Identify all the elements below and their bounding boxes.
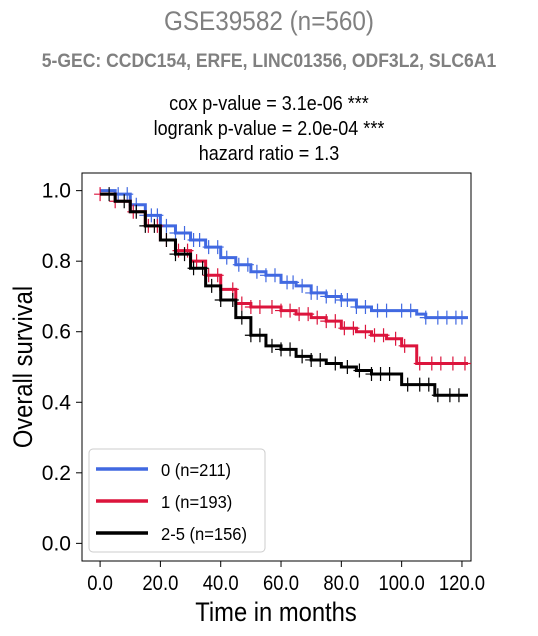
y-tick-label: 0.2	[42, 462, 71, 485]
x-axis: 0.0 20.0 40.0 60.0 80.0 100.0 120.0	[87, 561, 485, 595]
censor-mark	[220, 250, 233, 265]
censor-mark	[253, 328, 266, 343]
censor-mark	[458, 356, 471, 371]
censor-mark	[329, 356, 342, 371]
chart-title: GSE39582 (n=560)	[163, 6, 375, 36]
censor-mark	[178, 225, 191, 240]
censor-mark	[265, 338, 278, 353]
censor-mark	[211, 268, 224, 283]
legend: 0 (n=211) 1 (n=193) 2-5 (n=156)	[88, 448, 266, 553]
legend-label: 2-5 (n=156)	[161, 523, 247, 544]
censor-mark	[380, 303, 393, 318]
censor-mark	[359, 324, 372, 339]
censor-mark	[205, 278, 218, 293]
x-tick-label: 40.0	[203, 572, 239, 595]
censor-mark	[314, 352, 327, 367]
y-axis: 0.0 0.2 0.4 0.6 0.8 1.0	[42, 180, 82, 555]
censor-mark	[389, 331, 402, 346]
x-axis-label: Time in months	[195, 598, 356, 628]
x-tick-label: 60.0	[263, 572, 299, 595]
x-tick-label: 20.0	[142, 572, 178, 595]
series-line-0	[100, 189, 468, 320]
censor-mark	[446, 356, 459, 371]
legend-label: 0 (n=211)	[161, 459, 231, 480]
censor-mark	[284, 342, 297, 357]
censor-mark	[241, 257, 254, 272]
censor-mark	[452, 388, 465, 403]
censor-mark	[121, 187, 134, 202]
censor-mark	[419, 310, 432, 325]
censor-mark	[377, 328, 390, 343]
censor-mark	[413, 356, 426, 371]
y-tick-label: 0.0	[42, 532, 71, 555]
x-tick-label: 0.0	[87, 572, 113, 595]
censor-mark	[160, 233, 173, 248]
censor-mark	[434, 356, 447, 371]
censor-mark	[311, 285, 324, 300]
censor-mark	[148, 218, 161, 233]
censor-mark	[118, 194, 131, 209]
censor-mark	[329, 314, 342, 329]
legend-box	[88, 448, 266, 553]
censor-mark	[341, 360, 354, 374]
censor-mark	[455, 310, 468, 325]
censor-mark	[359, 300, 372, 315]
censor-mark	[383, 367, 396, 382]
censor-mark	[296, 349, 309, 364]
y-tick-label: 0.6	[42, 321, 71, 344]
y-tick-label: 1.0	[42, 180, 71, 203]
x-tick-label: 100.0	[379, 572, 425, 595]
curves-layer	[94, 187, 471, 403]
censor-mark	[401, 377, 414, 392]
censor-mark	[398, 338, 411, 353]
legend-label: 1 (n=193)	[161, 491, 232, 512]
censor-mark	[347, 321, 360, 336]
censor-mark	[253, 300, 266, 315]
series-line-2	[100, 192, 468, 397]
censor-mark	[178, 247, 191, 262]
y-axis-label: Overall survival	[9, 286, 39, 448]
stats-block: cox p-value = 3.1e-06 *** logrank p-valu…	[27, 92, 511, 167]
censor-mark	[265, 300, 278, 315]
censor-mark	[130, 204, 143, 219]
cox-pvalue: cox p-value = 3.1e-06 ***	[169, 93, 369, 115]
censor-mark	[214, 292, 227, 307]
x-tick-label: 120.0	[439, 572, 485, 595]
plot-frame	[81, 172, 472, 562]
censor-mark	[302, 307, 315, 322]
censor-mark	[329, 289, 342, 304]
censor-mark	[353, 363, 366, 378]
censor-mark	[422, 377, 435, 392]
censor-mark	[268, 268, 281, 283]
censor-mark	[103, 187, 116, 202]
censor-mark	[226, 292, 239, 307]
series-line-1	[100, 192, 468, 365]
censor-mark	[196, 261, 209, 276]
censor-mark	[284, 303, 297, 318]
censor-mark	[193, 233, 206, 248]
censor-mark	[250, 264, 263, 279]
censor-mark	[341, 292, 354, 307]
censor-mark	[296, 278, 309, 293]
censor-mark	[287, 275, 300, 290]
censor-mark	[235, 296, 248, 311]
censor-mark	[190, 254, 203, 269]
logrank-pvalue: logrank p-value = 2.0e-04 ***	[153, 118, 385, 140]
censor-mark	[404, 303, 417, 318]
y-tick-label: 0.8	[42, 250, 71, 273]
chart-subtitle: 5-GEC: CCDC154, ERFE, LINC01356, ODF3L2,…	[41, 50, 497, 72]
censor-mark	[311, 310, 324, 325]
censor-mark	[431, 388, 444, 403]
censor-mark	[235, 310, 248, 325]
censor-mark	[211, 240, 224, 255]
x-tick-label: 80.0	[323, 572, 359, 595]
hazard-ratio: hazard ratio = 1.3	[198, 143, 340, 165]
y-tick-label: 0.4	[42, 391, 72, 414]
